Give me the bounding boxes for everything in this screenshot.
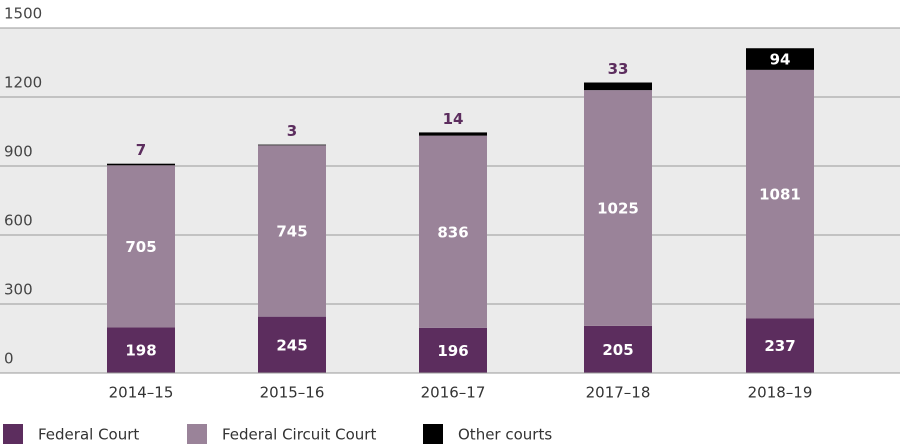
value-label: 836 [437,223,468,241]
bar-segment [584,325,652,373]
y-tick-label: 1200 [4,74,42,92]
legend-label: Federal Circuit Court [222,426,376,444]
x-tick-label: 2017–18 [586,384,651,402]
y-tick-label: 900 [4,143,33,161]
bar-segment [584,90,652,326]
legend-label: Other courts [458,426,552,444]
bar-segment [419,132,487,136]
bar-segment [107,327,175,373]
legend-label: Federal Court [38,426,139,444]
value-label: 94 [770,51,791,69]
x-tick-label: 2018–19 [748,384,813,402]
x-tick-label: 2015–16 [260,384,325,402]
bar-segment [258,145,326,317]
bar-segment [107,165,175,328]
bar-segment [419,135,487,328]
value-label: 33 [608,60,629,78]
y-tick-label: 300 [4,281,33,299]
value-label: 245 [276,336,307,354]
y-tick-label: 0 [4,350,14,368]
value-label: 237 [764,337,795,355]
value-label: 198 [125,342,156,360]
bar-segment [107,163,175,166]
bar-segment [584,82,652,91]
legend-swatch [423,424,443,444]
bar-segment [746,48,814,70]
legend-swatch [187,424,207,444]
y-tick-label: 1500 [4,5,42,23]
bar-segment [258,316,326,373]
bar-segment [746,69,814,319]
value-label: 705 [125,238,156,256]
x-tick-label: 2016–17 [421,384,486,402]
value-label: 196 [437,342,468,360]
value-label: 1025 [597,199,639,217]
x-tick-label: 2014–15 [109,384,174,402]
bar-segment [419,327,487,373]
y-tick-label: 600 [4,212,33,230]
value-label: 7 [136,141,146,159]
legend-swatch [3,424,23,444]
bar-segment [746,318,814,373]
bar-segment [258,144,326,146]
value-label: 1081 [759,186,801,204]
value-label: 3 [287,122,297,140]
value-label: 745 [276,222,307,240]
value-label: 205 [602,341,633,359]
value-label: 14 [443,110,464,128]
